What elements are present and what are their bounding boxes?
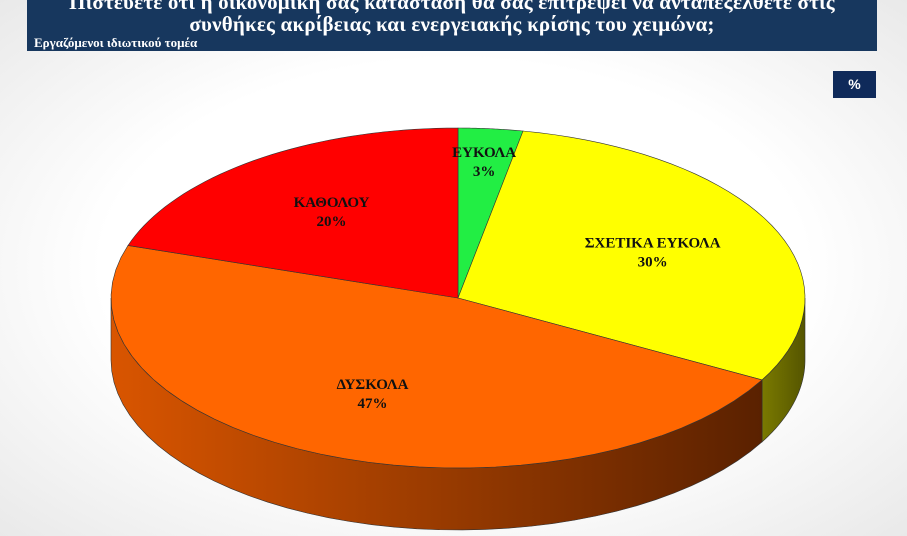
chart-subtitle: Εργαζόμενοι ιδιωτικού τομέα	[34, 35, 198, 50]
slice	[110, 245, 763, 469]
value-label: 3%	[473, 164, 496, 180]
unit-badge: %	[833, 71, 876, 98]
slice	[457, 130, 806, 381]
slice-label: ΣΧΕΤΙΚΑ ΕΥΚΟΛΑ	[585, 236, 721, 252]
chart-title: Πιστεύετε ότι η οικονομική σας κατάσταση…	[69, 0, 835, 36]
slice-label: ΕΥΚΟΛΑ	[452, 145, 516, 161]
slice	[127, 127, 459, 299]
value-label: 47%	[358, 396, 388, 412]
value-label: 20%	[317, 214, 347, 230]
value-label: 30%	[638, 255, 668, 271]
header: Πιστεύετε ότι η οικονομική σας κατάσταση…	[27, 0, 877, 51]
slice-label: ΔΥΣΚΟΛΑ	[337, 377, 409, 393]
slice-label: ΚΑΘΟΛΟΥ	[294, 195, 370, 211]
